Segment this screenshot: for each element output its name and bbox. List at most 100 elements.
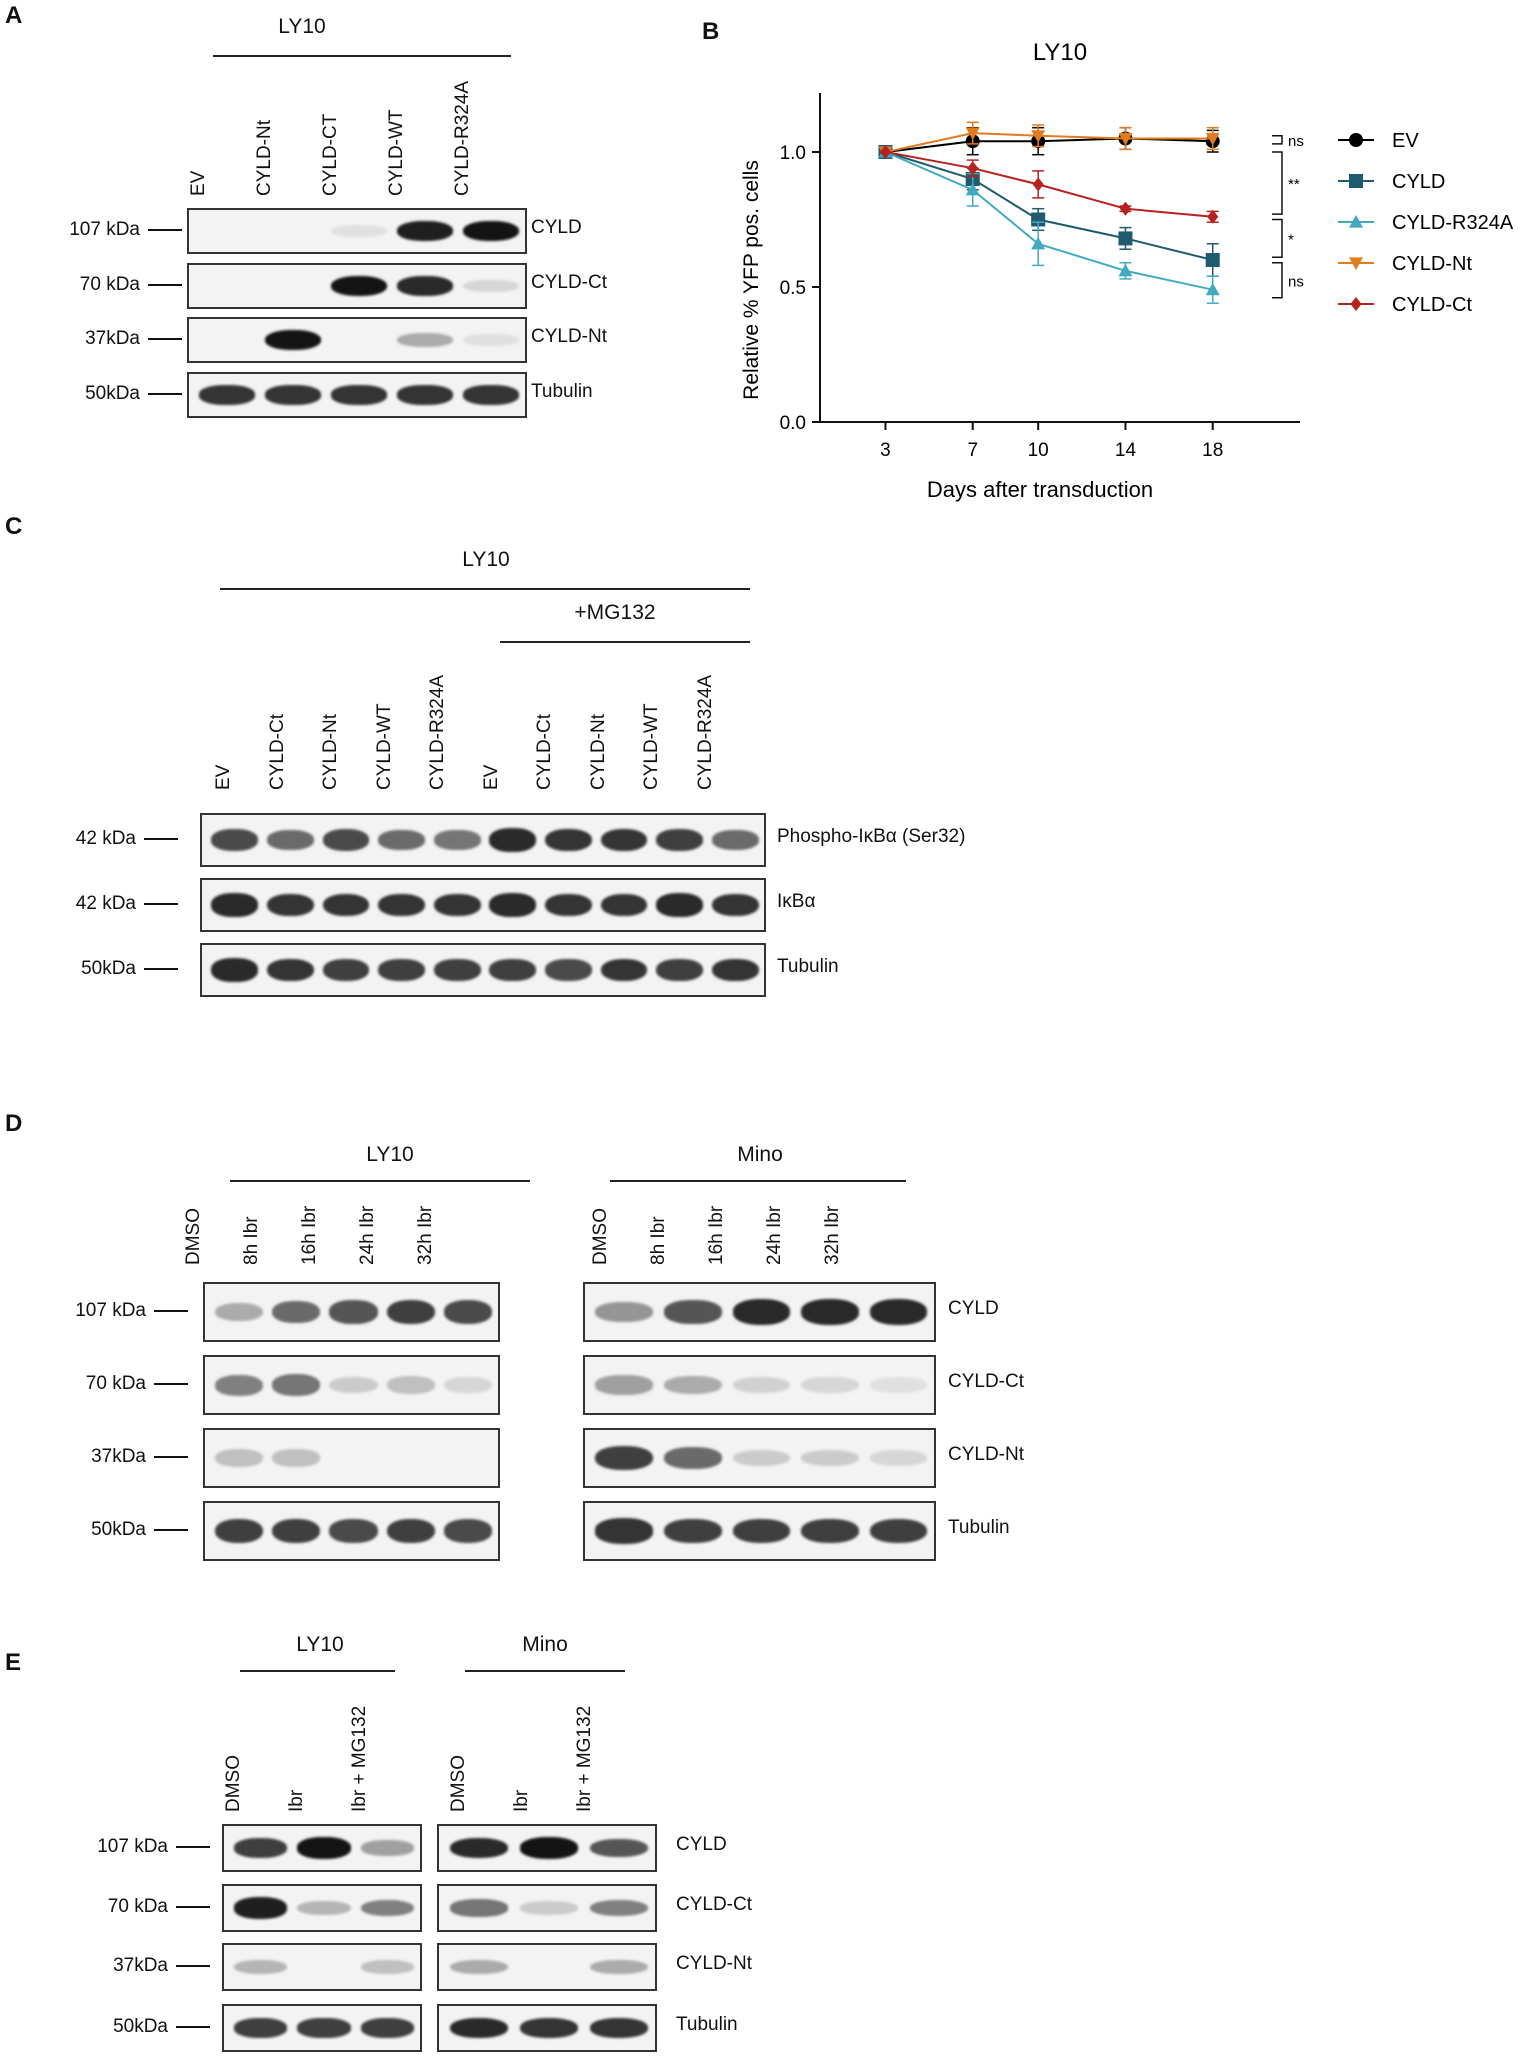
panel-e-band [297,2018,351,2038]
panel-e-band [234,1838,288,1858]
panel-e-group-mino: Mino [522,1633,568,1656]
panel-e-marker-text: 50kDa [113,2016,168,2037]
panel-d-band [214,1302,263,1322]
panel-d-label: D [5,1110,23,1137]
panel-d-band [386,1376,435,1394]
panel-e-band [234,1897,288,1919]
data-point [1118,231,1133,246]
panel-d-lane-label: 24h Ibr [764,1205,785,1265]
panel-e-band [234,1959,288,1975]
panel-e-marker-tick [176,1845,210,1848]
panel-d-band [732,1518,791,1544]
data-point [965,182,980,196]
panel-d-marker-tick [154,1528,188,1531]
panel-d-band [271,1300,321,1324]
panel-a-protein-label: CYLD-Ct [531,272,608,293]
panel-a-band [397,220,453,242]
panel-c-protein-label: IκBα [777,891,816,912]
panel-d-lane-label: 8h Ibr [241,1216,262,1265]
panel-c-protein-label: Tubulin [777,956,839,977]
panel-e-band [589,1899,649,1917]
legend-marker [1350,297,1362,311]
panel-d-band [801,1449,859,1467]
panel-d-band [329,1376,378,1394]
y-tick-label: 0.5 [780,278,806,299]
panel-b-chart: LY10 0.0 0.5 1.0 3 7 10 14 18 Days after transduc… [740,39,1514,502]
panel-d-lane-label: 24h Ibr [357,1205,378,1265]
panel-e-protein-label: CYLD-Nt [676,1953,753,1974]
panel-a-band [331,275,387,297]
significance-label: * [1288,231,1294,248]
panel-e-lane-label: Ibr [511,1789,532,1812]
panel-c-band [211,893,259,917]
series-cyld-r324a [878,145,1220,304]
panel-d-marker-text: 37kDa [91,1446,146,1467]
series-line [885,151,1213,218]
panel-a-label: A [5,2,23,29]
legend-label: CYLD [1392,171,1445,193]
chart-title: LY10 [1033,39,1087,66]
panel-e-lane-label: Ibr + MG132 [574,1705,595,1812]
panel-c-lane-label: CYLD-Ct [534,713,555,790]
panel-d-band [732,1376,791,1394]
panel-e-band [297,1837,351,1859]
panel-a-marker: 37kDa [0,328,182,350]
panel-c-band [489,828,537,852]
panel-a-marker-tick [148,337,182,340]
panel-e-marker: 107 kDa [0,1836,210,1858]
panel-e-lane-label: DMSO [448,1755,469,1812]
panel-e-group-line-mino [465,1670,625,1672]
panel-d-blot-box [203,1355,500,1415]
panel-e-band [449,1837,509,1859]
panel-e-band [519,1901,579,1915]
panel-a-band [265,385,321,405]
panel-e-blot-box [222,1943,422,1991]
panel-c-band [600,893,648,917]
panel-c-marker-text: 50kDa [81,958,136,979]
panel-a-protein-label: CYLD [531,217,582,238]
panel-c-lane-label: EV [480,764,502,790]
panel-c-band [656,958,703,982]
panel-d-band [801,1299,859,1325]
panel-c-group-label: LY10 [462,548,510,571]
panel-e-marker: 50kDa [0,2016,210,2038]
panel-e-band [589,1959,649,1975]
panel-a-lane-label: EV [188,170,209,196]
panel-c-marker-text: 42 kDa [75,893,136,914]
panel-d-band [329,1300,378,1324]
panel-c-band [489,958,537,982]
panel-c-band [600,958,648,982]
x-tick-label: 3 [880,440,891,461]
panel-d-marker: 37kDa [0,1446,188,1468]
x-axis-label: Days after transduction [927,477,1153,502]
panel-c-band [545,893,592,917]
panel-c-band [267,893,314,917]
panel-d-band [444,1300,493,1324]
x-tick-label: 7 [967,440,978,461]
panel-e-band [589,2017,649,2039]
panel-e-band [449,2017,509,2039]
data-point [1205,282,1220,296]
panel-d-marker-text: 70 kDa [85,1373,146,1394]
panel-a-protein-label: CYLD-Nt [531,326,608,347]
panel-d-marker-tick [154,1309,188,1312]
panel-a-band [265,329,321,351]
panel-d-band [595,1375,654,1395]
panel-c-marker: 42 kDa [0,828,178,850]
panel-c-group-line [220,588,750,590]
panel-d-blot-box [583,1501,936,1561]
panel-c-protein-label: Phospho-IκBα (Ser32) [777,826,966,847]
panel-d-lane-label: 16h Ibr [706,1205,727,1265]
panel-c-band [322,829,370,851]
panel-e-band [449,1899,509,1917]
panel-a-blot-box [187,317,527,363]
data-point [1031,130,1046,143]
significance-bracket [1272,135,1283,145]
panel-c-band [378,893,425,917]
data-point [1119,201,1132,216]
panel-e-marker-text: 37kDa [113,1955,168,1976]
panel-c-band [378,830,425,850]
x-tick-label: 14 [1115,440,1137,461]
panel-c-marker-text: 42 kDa [75,828,136,849]
panel-d-protein-label: Tubulin [948,1517,1010,1538]
